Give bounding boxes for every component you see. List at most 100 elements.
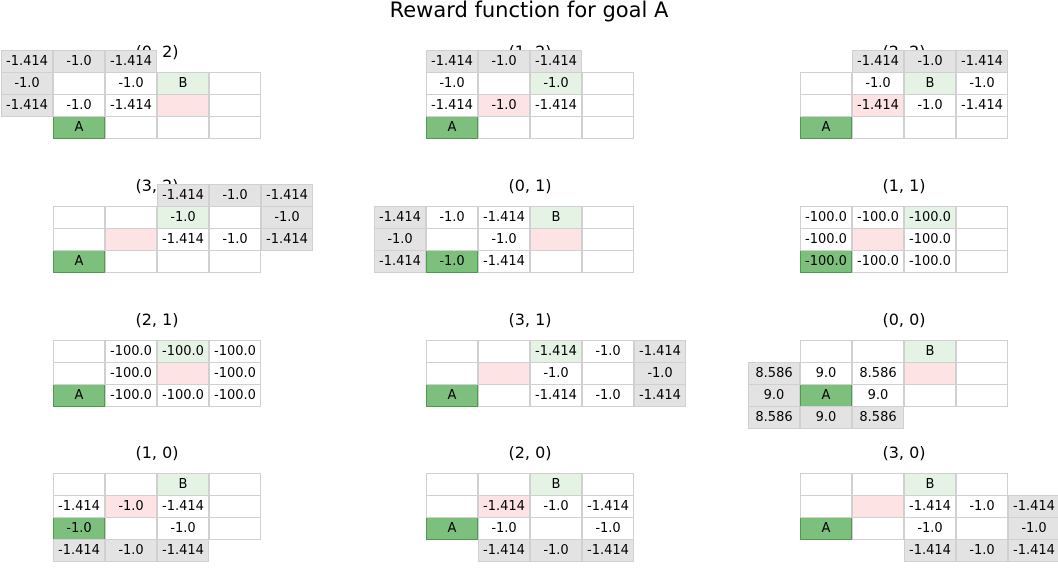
grid-cell <box>105 473 157 496</box>
grid-cell: -1.414 <box>582 495 634 518</box>
outside-value-cell: -1.414 <box>105 50 157 73</box>
grid-cell <box>852 340 904 363</box>
grid-cell <box>53 362 105 385</box>
agent-cell <box>157 362 209 385</box>
grid-cell <box>426 340 478 363</box>
agent-cell: -1.0 <box>478 94 530 117</box>
agent-cell <box>852 495 904 518</box>
grid-cell <box>852 517 904 540</box>
panel-title: (1, 0) <box>135 443 179 462</box>
grid-cell <box>426 495 478 518</box>
grid-cell <box>478 116 530 139</box>
grid-cell: 9.0 <box>852 384 904 407</box>
panel-title: (1, 1) <box>882 176 926 195</box>
grid-cell <box>530 250 582 273</box>
grid-cell: -1.414 <box>478 250 530 273</box>
agent-cell <box>904 362 956 385</box>
goal-cell: A <box>53 384 105 407</box>
grid-cell: -1.0 <box>105 72 157 95</box>
grid-cell: -1.414 <box>426 94 478 117</box>
grid-cell <box>956 384 1008 407</box>
grid-cell: -1.414 <box>53 495 105 518</box>
grid-cell <box>478 340 530 363</box>
grid-cell: -1.414 <box>157 495 209 518</box>
outside-value-cell: -1.414 <box>261 228 313 251</box>
agent-cell <box>157 94 209 117</box>
grid-cell: 9.0 <box>800 362 852 385</box>
goal-cell: A <box>800 116 852 139</box>
grid-cell: -1.0 <box>426 206 478 229</box>
outside-value-cell: -1.0 <box>53 50 105 73</box>
outside-value-cell: -1.0 <box>530 539 582 562</box>
grid-cell: -1.0 <box>582 384 634 407</box>
grid-cell <box>956 116 1008 139</box>
outside-value-cell: -1.414 <box>374 206 426 229</box>
grid-cell: -1.0 <box>478 228 530 251</box>
outside-value-cell: -1.0 <box>904 50 956 73</box>
goal-cell: A <box>800 517 852 540</box>
outside-value-cell: -1.414 <box>530 50 582 73</box>
grid-cell <box>582 250 634 273</box>
outside-value-cell: 8.586 <box>748 406 800 429</box>
grid-cell: -1.414 <box>478 206 530 229</box>
outside-value-cell: -1.414 <box>157 184 209 207</box>
grid-cell: -100.0 <box>105 384 157 407</box>
grid-cell <box>209 72 261 95</box>
agent-cell <box>530 228 582 251</box>
grid-cell <box>209 495 261 518</box>
outside-value-cell: -1.0 <box>105 539 157 562</box>
grid-cell <box>53 340 105 363</box>
outside-value-cell: -1.414 <box>426 50 478 73</box>
grid-cell: -1.0 <box>956 495 1008 518</box>
other-goal-cell: B <box>904 340 956 363</box>
agent-cell <box>478 362 530 385</box>
grid-cell: -1.0 <box>852 72 904 95</box>
outside-value-cell: -1.414 <box>478 539 530 562</box>
other-goal-cell: -100.0 <box>157 340 209 363</box>
agent-cell <box>852 228 904 251</box>
grid-cell <box>209 473 261 496</box>
goal-cell: A <box>426 384 478 407</box>
grid-cell <box>582 94 634 117</box>
grid-cell <box>852 116 904 139</box>
grid-cell <box>582 206 634 229</box>
grid-cell: -1.0 <box>478 517 530 540</box>
grid-cell <box>800 340 852 363</box>
outside-value-cell: -1.414 <box>157 539 209 562</box>
grid-cell <box>105 517 157 540</box>
goal-cell: A <box>426 517 478 540</box>
other-goal-cell: -1.414 <box>530 340 582 363</box>
grid-cell: -100.0 <box>852 250 904 273</box>
grid-cell: -100.0 <box>852 206 904 229</box>
outside-value-cell: -1.414 <box>1 50 53 73</box>
outside-value-cell: -1.0 <box>1008 517 1058 540</box>
grid-cell: -1.414 <box>530 384 582 407</box>
grid-cell <box>478 473 530 496</box>
outside-value-cell: -1.414 <box>261 184 313 207</box>
outside-value-cell: -1.0 <box>956 539 1008 562</box>
outside-value-cell: -1.414 <box>582 539 634 562</box>
grid-cell <box>956 473 1008 496</box>
grid-cell <box>53 72 105 95</box>
grid-cell <box>105 116 157 139</box>
outside-value-cell: -1.0 <box>1 72 53 95</box>
grid-cell <box>478 384 530 407</box>
other-goal-cell: B <box>157 72 209 95</box>
grid-cell <box>426 228 478 251</box>
grid-cell <box>800 473 852 496</box>
grid-cell <box>53 473 105 496</box>
grid-cell <box>956 228 1008 251</box>
grid-cell <box>956 206 1008 229</box>
grid-cell <box>956 340 1008 363</box>
grid-cell: -1.0 <box>530 495 582 518</box>
panel-title: (2, 1) <box>135 310 179 329</box>
grid-cell: -1.0 <box>53 94 105 117</box>
grid-cell <box>852 473 904 496</box>
grid-cell: -1.0 <box>582 340 634 363</box>
other-goal-cell: -1.0 <box>530 72 582 95</box>
grid-cell: -100.0 <box>800 228 852 251</box>
grid-cell <box>956 362 1008 385</box>
grid-cell <box>800 495 852 518</box>
outside-value-cell: -1.414 <box>904 539 956 562</box>
outside-value-cell: -1.0 <box>209 184 261 207</box>
